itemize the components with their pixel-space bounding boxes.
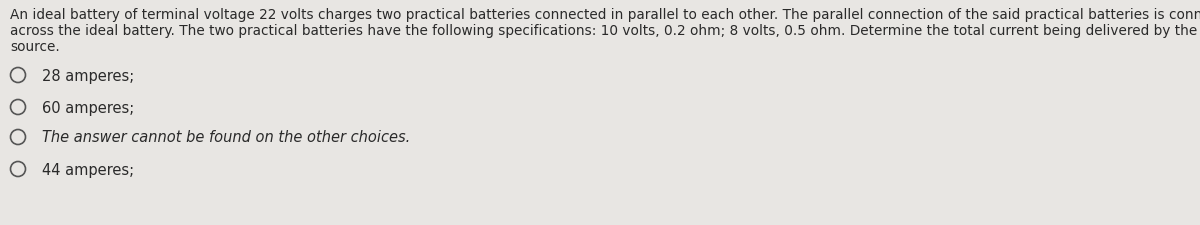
Text: 44 amperes;: 44 amperes; — [42, 162, 134, 177]
Text: The answer cannot be found on the other choices.: The answer cannot be found on the other … — [42, 130, 410, 145]
Text: source.: source. — [10, 40, 60, 54]
Text: An ideal battery of terminal voltage 22 volts charges two practical batteries co: An ideal battery of terminal voltage 22 … — [10, 8, 1200, 22]
Text: across the ideal battery. The two practical batteries have the following specifi: across the ideal battery. The two practi… — [10, 24, 1198, 38]
Text: 28 amperes;: 28 amperes; — [42, 68, 134, 83]
Text: 60 amperes;: 60 amperes; — [42, 100, 134, 115]
